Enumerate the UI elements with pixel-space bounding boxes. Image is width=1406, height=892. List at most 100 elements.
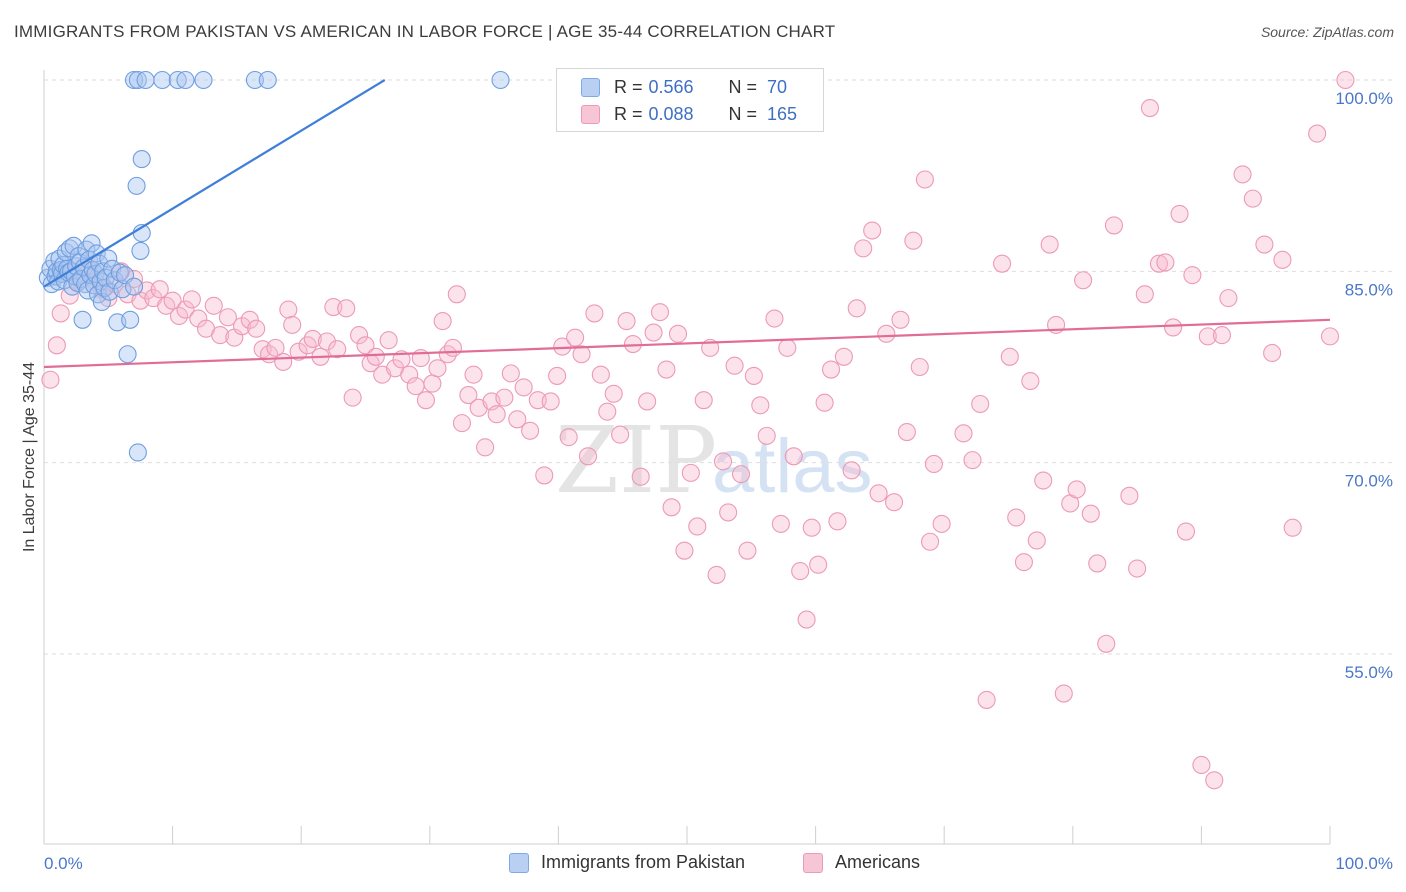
americans-point bbox=[1283, 518, 1302, 537]
americans-point bbox=[771, 514, 790, 533]
americans-point bbox=[915, 170, 934, 189]
americans-point bbox=[1097, 634, 1116, 653]
americans-point bbox=[784, 447, 803, 466]
americans-point bbox=[218, 308, 237, 327]
americans-point bbox=[604, 384, 623, 403]
americans-point bbox=[1007, 508, 1026, 527]
americans-point bbox=[1320, 327, 1340, 346]
americans-point bbox=[1219, 289, 1238, 308]
americans-point bbox=[283, 315, 302, 334]
americans-point bbox=[279, 300, 298, 319]
americans-point bbox=[1212, 326, 1232, 345]
americans-point bbox=[182, 290, 201, 309]
americans-point bbox=[447, 285, 466, 304]
americans-point bbox=[725, 356, 744, 375]
americans-point bbox=[623, 334, 643, 354]
americans-point bbox=[1308, 124, 1327, 143]
americans-point bbox=[688, 517, 707, 536]
americans-point bbox=[452, 414, 472, 433]
americans-point bbox=[51, 304, 70, 323]
americans-point bbox=[611, 425, 630, 444]
americans-point bbox=[240, 310, 259, 329]
americans-point bbox=[1021, 371, 1040, 391]
americans-point bbox=[707, 565, 726, 584]
pakistan-point bbox=[73, 310, 92, 329]
americans-point bbox=[459, 386, 478, 405]
americans-point bbox=[1054, 684, 1073, 703]
americans-point bbox=[572, 345, 591, 364]
legend-r-label: R = bbox=[614, 103, 643, 124]
americans-point bbox=[631, 467, 650, 486]
americans-points bbox=[41, 70, 1355, 790]
pakistan-point bbox=[127, 176, 146, 195]
americans-point bbox=[1243, 189, 1262, 208]
legend-swatch-pakistan bbox=[509, 852, 529, 873]
legend-n-value-pakistan: 70 bbox=[767, 76, 788, 97]
pakistan-point bbox=[153, 70, 172, 90]
americans-point bbox=[694, 391, 713, 410]
americans-point bbox=[1135, 285, 1154, 304]
americans-point bbox=[1000, 347, 1019, 366]
pakistan-point bbox=[132, 150, 151, 169]
pakistan-point bbox=[82, 234, 101, 253]
americans-point bbox=[802, 518, 821, 537]
legend-row-pakistan: R = 0.566 N = 70 bbox=[581, 74, 787, 100]
legend-r-value-pakistan: 0.566 bbox=[648, 76, 694, 97]
americans-point bbox=[566, 328, 585, 347]
americans-point bbox=[791, 562, 810, 581]
americans-point bbox=[1176, 522, 1196, 541]
americans-point bbox=[379, 331, 398, 350]
y-tick-label: 100.0% bbox=[1335, 89, 1393, 108]
americans-point bbox=[41, 370, 60, 389]
americans-point bbox=[921, 532, 940, 551]
americans-point bbox=[514, 378, 533, 397]
americans-point bbox=[559, 428, 578, 447]
americans-point bbox=[1205, 771, 1224, 790]
americans-point bbox=[971, 394, 990, 414]
americans-point bbox=[176, 300, 195, 319]
legend-n-label: N = bbox=[728, 103, 758, 124]
legend-label-pakistan: Immigrants from Pakistan bbox=[541, 852, 746, 872]
americans-point bbox=[713, 452, 733, 471]
americans-point bbox=[591, 365, 610, 384]
watermark: ZIP atlas bbox=[555, 407, 873, 514]
legend-swatch-pakistan bbox=[581, 77, 600, 97]
americans-point bbox=[303, 329, 322, 348]
chart-title: IMMIGRANTS FROM PAKISTAN VS AMERICAN IN … bbox=[14, 22, 836, 41]
americans-point bbox=[508, 410, 527, 429]
americans-point bbox=[638, 392, 657, 411]
americans-point bbox=[963, 451, 982, 470]
americans-point bbox=[1273, 250, 1292, 269]
americans-point bbox=[1027, 531, 1046, 550]
americans-point bbox=[1336, 70, 1355, 90]
pakistan-point bbox=[92, 292, 111, 311]
americans-point bbox=[765, 309, 784, 328]
americans-point bbox=[521, 421, 540, 440]
legend-item-americans: Americans bbox=[803, 852, 920, 873]
americans-point bbox=[578, 447, 598, 466]
pakistan-point bbox=[128, 443, 147, 462]
americans-point bbox=[328, 340, 347, 359]
pakistan-point bbox=[176, 70, 195, 90]
pakistan-points bbox=[38, 70, 510, 462]
americans-point bbox=[487, 405, 506, 424]
americans-point bbox=[1192, 755, 1211, 775]
americans-point bbox=[854, 239, 873, 258]
americans-point bbox=[476, 438, 495, 457]
americans-point bbox=[1074, 271, 1093, 290]
y-tick-label: 85.0% bbox=[1345, 280, 1393, 299]
y-axis-label: In Labor Force | Age 35-44 bbox=[21, 362, 38, 552]
americans-point bbox=[815, 393, 834, 412]
americans-point bbox=[163, 291, 182, 310]
americans-point bbox=[675, 541, 694, 560]
legend-r-label: R = bbox=[614, 76, 643, 97]
americans-point bbox=[809, 555, 828, 574]
americans-point bbox=[1040, 235, 1059, 254]
americans-point bbox=[1088, 554, 1107, 573]
americans-point bbox=[337, 299, 356, 318]
pakistan-point bbox=[194, 70, 213, 90]
americans-point bbox=[266, 338, 285, 357]
stats-legend: R = 0.566 N = 70 R = 0.088 N = 165 bbox=[556, 68, 824, 132]
americans-point bbox=[1014, 553, 1033, 572]
pakistan-point bbox=[128, 70, 147, 90]
